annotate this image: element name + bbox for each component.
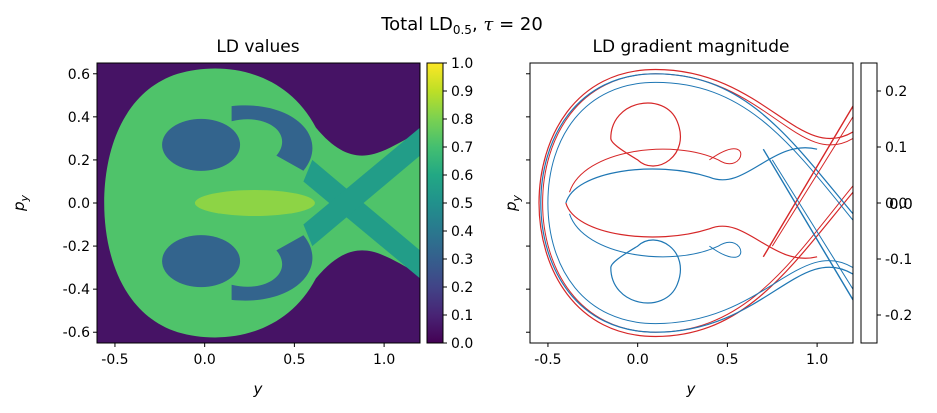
left-y-axis-label: py (10, 194, 31, 212)
colorbar-tick-label: 0.2 (885, 84, 907, 100)
gradient-colorbar-frame (860, 62, 878, 344)
x-tick-label: 0.5 (716, 352, 738, 368)
right-y-axis-label: py (502, 194, 523, 212)
gradient-colorbar: -0.2 -0.1 0.0 0.1 0.2 0.0 (860, 62, 913, 344)
heatmap-upper-band (231, 105, 313, 171)
ld-heatmap (97, 63, 420, 343)
stable-escape-line-2 (771, 159, 853, 290)
colorbar-tick-label: 0.6 (451, 168, 473, 184)
left-x-axis-label: y (253, 380, 264, 398)
unstable-fold-upper (569, 148, 742, 193)
ld-gradient-panel: LD gradient magnitude -0.5 0.0 0.5 1.0 y py (502, 37, 854, 398)
heatmap-escape-channel-lower (303, 159, 420, 279)
unstable-central-curve (565, 202, 818, 259)
right-panel-title: LD gradient magnitude (593, 37, 790, 57)
x-tick-label: 0.0 (194, 352, 216, 368)
gradient-colorbar-ticks: -0.2 -0.1 0.0 0.1 0.2 (877, 84, 912, 324)
gradient-colorbar-offset: 0.0 (889, 195, 913, 213)
x-tick-label: -0.5 (101, 352, 128, 368)
y-tick-label: 0.2 (68, 153, 90, 169)
colorbar-tick-label: 0.4 (451, 224, 473, 240)
colorbar-tick-label: -0.2 (885, 308, 912, 324)
stable-central-curve (565, 147, 818, 204)
heatmap-lower-lobe (162, 235, 241, 288)
y-tick-label: 0.6 (68, 67, 90, 83)
stable-escape-line (762, 148, 853, 301)
stable-fold-lower (569, 213, 742, 258)
heatmap-escape-channel-upper (303, 127, 420, 247)
heatmap-core (194, 190, 315, 216)
colorbar-tick-label: 0.8 (451, 112, 473, 128)
ld-colorbar: 0.0 0.1 0.2 0.3 0.4 0.5 0.6 0.7 0.8 0.9 1.0 (426, 56, 473, 352)
y-tick-label: -0.4 (63, 282, 90, 298)
figure-suptitle: Total LD0.5, τ = 20 (380, 14, 543, 37)
colorbar-tick-label: 0.7 (451, 140, 473, 156)
colorbar-tick-label: 0.5 (451, 196, 473, 212)
ld-values-panel: LD values -0.5 0.0 0.5 1.0 -0.6 -0.4 -0.2 0.0 0… (10, 37, 421, 398)
colorbar-tick-label: 0.3 (451, 252, 473, 268)
ld-colorbar-gradient (426, 62, 444, 344)
y-tick-label: -0.6 (63, 325, 90, 341)
manifold-curves (538, 68, 853, 338)
left-y-ticks: -0.6 -0.4 -0.2 0.0 0.2 0.4 0.6 (63, 67, 97, 341)
x-tick-label: -0.5 (534, 352, 561, 368)
unstable-inner-lobe (610, 102, 681, 167)
unstable-escape-line (762, 105, 853, 258)
colorbar-tick-label: 0.2 (451, 280, 473, 296)
colorbar-tick-label: 1.0 (451, 56, 473, 72)
right-y-ticks (526, 73, 530, 333)
heatmap-lower-band (231, 235, 313, 301)
colorbar-tick-label: 0.0 (885, 196, 907, 212)
y-tick-label: 0.0 (68, 196, 90, 212)
x-tick-label: 1.0 (373, 352, 395, 368)
x-tick-label: 1.0 (806, 352, 828, 368)
stable-inner-lobe (610, 239, 681, 304)
x-tick-label: 0.5 (283, 352, 305, 368)
colorbar-tick-label: 0.1 (885, 140, 907, 156)
y-tick-label: 0.4 (68, 110, 90, 126)
unstable-escape-line-2 (771, 116, 853, 247)
right-x-axis-label: y (686, 380, 697, 398)
colorbar-tick-label: 0.9 (451, 84, 473, 100)
heatmap-upper-lobe (162, 118, 241, 171)
right-x-ticks: -0.5 0.0 0.5 1.0 (534, 343, 828, 368)
x-tick-label: 0.0 (627, 352, 649, 368)
unstable-manifold-outer-2 (542, 73, 853, 333)
stable-manifold-outer-2 (547, 81, 853, 325)
stable-manifold-outer (540, 73, 853, 333)
left-panel-title: LD values (216, 37, 299, 57)
colorbar-tick-label: 0.0 (451, 336, 473, 352)
y-tick-label: -0.2 (63, 239, 90, 255)
ld-colorbar-ticks: 0.0 0.1 0.2 0.3 0.4 0.5 0.6 0.7 0.8 0.9 1.0 (443, 56, 473, 352)
colorbar-tick-label: -0.1 (885, 252, 912, 268)
colorbar-tick-label: 0.1 (451, 308, 473, 324)
left-x-ticks: -0.5 0.0 0.5 1.0 (101, 343, 395, 368)
